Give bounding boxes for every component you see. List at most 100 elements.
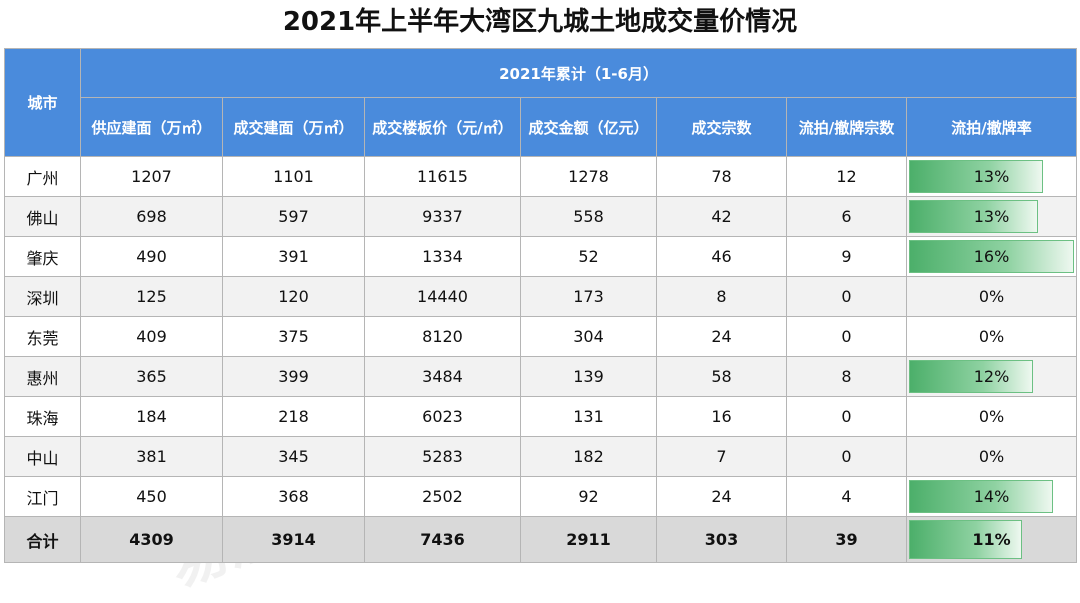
cell-deal-count: 24 [656,316,787,357]
cell-city: 珠海 [4,396,81,437]
header-deal-amount: 成交金额（亿元） [520,97,657,157]
table-row: 广州 1207 1101 11615 1278 78 12 13% [4,156,1078,197]
rate-bar [909,200,1038,233]
cell-failed-count: 4 [786,476,907,517]
cell-failed-rate: 16% [905,236,1078,277]
cell-deal-count: 303 [656,516,787,563]
rate-label: 0% [978,287,1005,306]
cell-city: 东莞 [4,316,81,357]
cell-failed-rate: 0% [905,276,1078,317]
rate-label: 13% [973,207,1010,226]
cell-floor-price: 6023 [364,396,521,437]
cell-deal-amount: 173 [520,276,657,317]
cell-deal-area: 120 [222,276,365,317]
header-deal-count: 成交宗数 [656,97,787,157]
cell-failed-count: 0 [786,276,907,317]
cell-city: 江门 [4,476,81,517]
cell-deal-amount: 2911 [520,516,657,563]
table-title: 2021年上半年大湾区九城土地成交量价情况 [282,7,798,37]
cell-supply-area: 490 [80,236,223,277]
header-failed-count: 流拍/撤牌宗数 [786,97,907,157]
rate-bar [909,520,1023,559]
table-row: 江门 450 368 2502 92 24 4 14% [4,476,1078,517]
cell-failed-count: 0 [786,436,907,477]
table-row: 惠州 365 399 3484 139 58 8 12% [4,356,1078,397]
cell-deal-count: 42 [656,196,787,237]
cell-failed-rate: 0% [905,316,1078,357]
cell-floor-price: 14440 [364,276,521,317]
cell-supply-area: 450 [80,476,223,517]
cell-deal-count: 16 [656,396,787,437]
cell-city: 深圳 [4,276,81,317]
cell-deal-count: 8 [656,276,787,317]
rate-label: 16% [973,247,1010,266]
table-row: 中山 381 345 5283 182 7 0 0% [4,436,1078,477]
rate-bar [909,160,1044,193]
cell-floor-price: 2502 [364,476,521,517]
cell-deal-area: 399 [222,356,365,397]
cell-failed-count: 0 [786,316,907,357]
cell-floor-price: 9337 [364,196,521,237]
cell-deal-amount: 92 [520,476,657,517]
cell-floor-price: 1334 [364,236,521,277]
cell-deal-area: 597 [222,196,365,237]
cell-deal-count: 58 [656,356,787,397]
cell-deal-amount: 182 [520,436,657,477]
cell-deal-count: 24 [656,476,787,517]
cell-deal-amount: 558 [520,196,657,237]
rate-bar [909,240,1074,273]
table-row: 东莞 409 375 8120 304 24 0 0% [4,316,1078,357]
cell-deal-area: 391 [222,236,365,277]
cell-failed-rate: 14% [905,476,1078,517]
total-row: 合计 4309 3914 7436 2911 303 39 11% [4,516,1078,563]
cell-floor-price: 11615 [364,156,521,197]
cell-deal-area: 345 [222,436,365,477]
cell-deal-count: 46 [656,236,787,277]
rate-label: 14% [973,487,1010,506]
cell-deal-area: 3914 [222,516,365,563]
cell-supply-area: 125 [80,276,223,317]
rate-label: 0% [978,407,1005,426]
cell-deal-amount: 131 [520,396,657,437]
cell-supply-area: 1207 [80,156,223,197]
rate-bar [909,480,1054,513]
cell-city: 中山 [4,436,81,477]
cell-floor-price: 5283 [364,436,521,477]
cell-failed-rate: 0% [905,436,1078,477]
cell-supply-area: 381 [80,436,223,477]
cell-supply-area: 365 [80,356,223,397]
cell-deal-amount: 52 [520,236,657,277]
rate-bar [909,360,1033,393]
rate-label: 12% [973,367,1010,386]
header-supply-area: 供应建面（万㎡） [80,97,223,157]
rate-label: 11% [972,530,1011,549]
cell-deal-area: 368 [222,476,365,517]
header-city: 城市 [4,48,81,157]
cell-floor-price: 8120 [364,316,521,357]
cell-deal-amount: 1278 [520,156,657,197]
cell-failed-rate: 13% [905,156,1078,197]
cell-deal-area: 218 [222,396,365,437]
cell-floor-price: 7436 [364,516,521,563]
cell-failed-rate: 11% [905,516,1078,563]
cell-supply-area: 184 [80,396,223,437]
header-deal-area: 成交建面（万㎡） [222,97,365,157]
cell-supply-area: 4309 [80,516,223,563]
header-failed-rate: 流拍/撤牌率 [905,97,1078,157]
cell-failed-count: 39 [786,516,907,563]
cell-city: 合计 [4,516,81,563]
cell-deal-amount: 139 [520,356,657,397]
table-row: 珠海 184 218 6023 131 16 0 0% [4,396,1078,437]
cell-failed-count: 12 [786,156,907,197]
cell-supply-area: 409 [80,316,223,357]
cell-city: 广州 [4,156,81,197]
cell-failed-count: 8 [786,356,907,397]
header-period: 2021年累计（1-6月） [79,48,1078,98]
cell-floor-price: 3484 [364,356,521,397]
cell-deal-area: 375 [222,316,365,357]
cell-failed-rate: 0% [905,396,1078,437]
cell-deal-area: 1101 [222,156,365,197]
rate-label: 0% [978,447,1005,466]
cell-deal-count: 7 [656,436,787,477]
table-row: 肇庆 490 391 1334 52 46 9 16% [4,236,1078,277]
